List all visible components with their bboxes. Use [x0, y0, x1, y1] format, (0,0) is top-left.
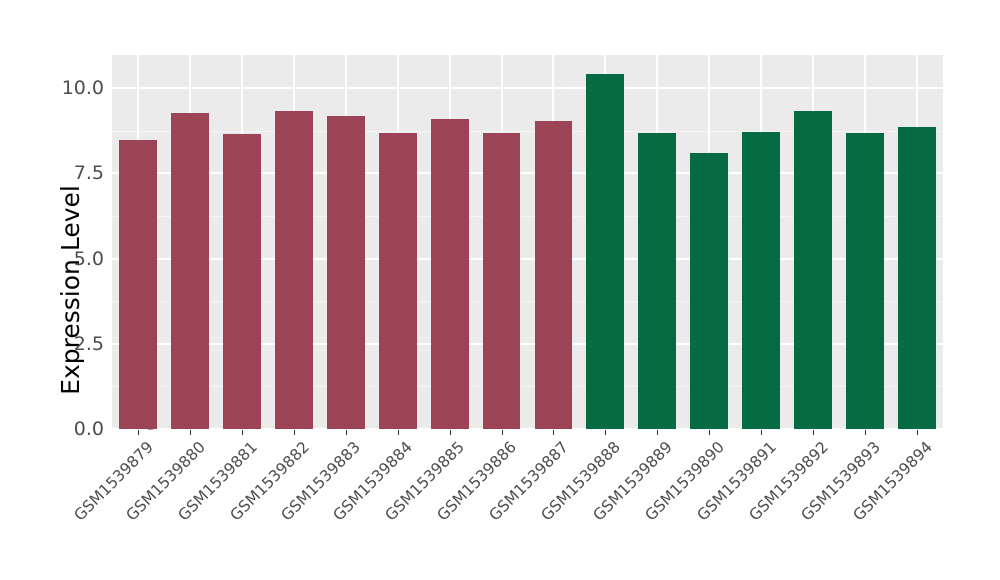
- x-tick-mark: [865, 430, 867, 435]
- x-tick-mark: [137, 430, 139, 435]
- y-tick-label: 10.0: [61, 77, 104, 100]
- x-tick-mark: [449, 430, 451, 435]
- bar: [222, 133, 261, 429]
- x-tick-mark: [293, 430, 295, 435]
- x-tick-mark: [813, 430, 815, 435]
- gridline-major-horizontal: [112, 172, 943, 175]
- y-tick-label: 7.5: [73, 162, 104, 185]
- y-tick-label: 2.5: [73, 332, 104, 355]
- y-tick-label: 5.0: [73, 247, 104, 270]
- y-axis-ticks: 0.0 2.5 5.0 7.5 10.0: [44, 0, 153, 580]
- bar: [898, 127, 936, 429]
- bar: [170, 112, 209, 429]
- gridline-major-horizontal: [112, 342, 943, 345]
- bar: [846, 133, 885, 429]
- x-tick-mark: [657, 430, 659, 435]
- bar: [742, 131, 781, 429]
- x-tick-mark: [345, 430, 347, 435]
- x-tick-mark: [709, 430, 711, 435]
- bar: [274, 110, 313, 429]
- bar: [482, 133, 521, 429]
- bar: [378, 133, 417, 429]
- gridline-minor-horizontal: [112, 215, 943, 217]
- x-tick-mark: [917, 430, 919, 435]
- plot-panel: [112, 55, 943, 429]
- bar: [326, 115, 365, 429]
- x-tick-mark: [761, 430, 763, 435]
- gridline-major-horizontal: [112, 428, 943, 429]
- bar: [586, 74, 625, 429]
- bar: [119, 140, 157, 429]
- bar: [430, 119, 469, 429]
- bar: [794, 111, 833, 429]
- x-tick-mark: [397, 430, 399, 435]
- gridline-major-horizontal: [112, 87, 943, 90]
- x-tick-mark: [189, 430, 191, 435]
- x-tick-mark: [553, 430, 555, 435]
- x-tick-mark: [241, 430, 243, 435]
- y-tick-label: 0.0: [73, 418, 104, 440]
- gridline-major-horizontal: [112, 257, 943, 260]
- x-tick-mark: [605, 430, 607, 435]
- gridline-minor-horizontal: [112, 130, 943, 132]
- y-tick-mark: [148, 428, 153, 430]
- x-tick-mark: [501, 430, 503, 435]
- bar: [690, 152, 729, 429]
- gridline-minor-horizontal: [112, 386, 943, 388]
- bar: [534, 120, 573, 429]
- bar: [638, 133, 677, 429]
- y-axis-title: Expression Level: [0, 0, 85, 580]
- gridline-minor-horizontal: [112, 301, 943, 303]
